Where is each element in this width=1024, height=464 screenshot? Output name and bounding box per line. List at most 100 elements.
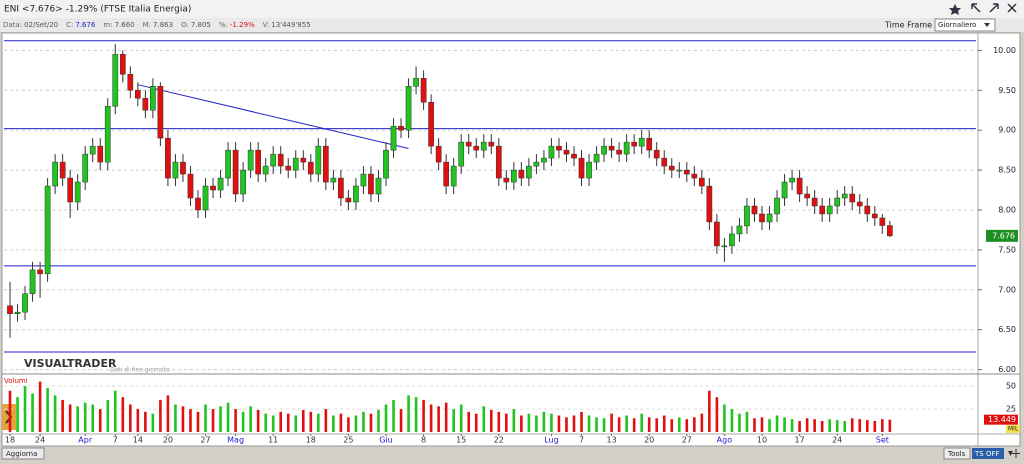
candle-body: [270, 153, 277, 167]
x-tick-label: Apr: [78, 436, 93, 445]
x-tick-label: 20: [163, 436, 173, 445]
dropdown-arrow[interactable]: [1008, 451, 1013, 456]
chart-area: [1, 32, 1021, 447]
volume-bar: [181, 406, 185, 432]
candle-body: [165, 137, 171, 179]
star-icon[interactable]: [949, 4, 961, 15]
volume-bar: [482, 406, 486, 432]
last-price-label: 7.676: [992, 231, 1015, 240]
candle-body: [119, 54, 126, 75]
volume-bar: [738, 413, 741, 432]
candle-body: [646, 137, 653, 151]
volume-bar: [745, 411, 749, 432]
tools-button[interactable]: [943, 447, 971, 460]
volume-bar: [550, 413, 553, 432]
volume-bar: [339, 413, 343, 432]
arrow-icon[interactable]: [971, 3, 981, 13]
candle-body: [338, 177, 344, 199]
volume-bar: [843, 421, 847, 432]
candle-body: [112, 54, 119, 107]
volume-bar: [279, 411, 283, 432]
info-row: Data: 02/Set/20 C: 7.676 m: 7.660 M: 7.863 O: 7.8…: [3, 21, 311, 29]
candle-body: [668, 165, 675, 171]
candle-body: [811, 197, 818, 207]
time-frame-select[interactable]: [934, 18, 996, 32]
candle-body: [563, 149, 570, 155]
dropdown-arrow[interactable]: [984, 23, 990, 27]
tools-label[interactable]: Tools: [947, 450, 966, 458]
candle-body: [420, 78, 427, 103]
x-tick-label: Lug: [544, 436, 558, 445]
volume-bar: [760, 417, 764, 432]
volume-bar: [414, 397, 418, 432]
volume-bar: [399, 409, 403, 432]
ts-label[interactable]: TS OFF: [974, 450, 1000, 458]
candle-body: [736, 225, 743, 235]
candle-body: [262, 165, 269, 175]
candle-body: [789, 177, 795, 183]
volume-bar: [61, 399, 64, 432]
candle-body: [480, 141, 487, 151]
info-value: -1.29%: [230, 21, 255, 29]
volume-title: Volumi: [4, 377, 28, 385]
trend-line: [137, 84, 409, 150]
volume-bar: [23, 386, 27, 432]
volume-bar: [602, 418, 606, 432]
volume-bar: [610, 413, 613, 432]
candle-body: [706, 185, 713, 223]
candle-body: [841, 193, 848, 199]
volume-bar: [444, 402, 448, 432]
candle-body: [134, 90, 141, 99]
candle-body: [721, 245, 728, 248]
info-value: 13'449'855: [271, 21, 310, 29]
candle-body: [413, 78, 419, 87]
candle-body: [390, 125, 397, 151]
volume-bar: [317, 413, 320, 432]
time-frame-value[interactable]: Giornaliero: [938, 21, 976, 29]
volume-bar: [572, 415, 576, 432]
volume-bar: [617, 417, 621, 432]
volume-bar: [271, 415, 275, 432]
candle-body: [683, 169, 690, 175]
candle-body: [37, 269, 43, 275]
x-tick-label: 25: [343, 436, 353, 445]
volume-bar: [497, 411, 501, 432]
ts-button[interactable]: [972, 448, 1004, 459]
candle-body: [300, 157, 307, 163]
y-tick-label: 7.50: [998, 245, 1016, 254]
candle-body: [518, 169, 525, 179]
volume-bar: [700, 413, 704, 432]
volume-bar: [68, 404, 72, 432]
candle-body: [59, 161, 66, 179]
arrow-icon[interactable]: [989, 3, 999, 13]
volume-bar: [362, 411, 365, 432]
candle-body: [465, 141, 472, 147]
candle-body: [871, 213, 878, 219]
candle-body: [172, 161, 179, 179]
candle-body: [653, 149, 660, 159]
candle-body: [247, 149, 254, 171]
update-label[interactable]: Aggiorna: [6, 450, 37, 458]
volume-bar: [332, 415, 335, 432]
pin-icon[interactable]: [1012, 449, 1020, 458]
candle-body: [495, 145, 502, 179]
unit-label: MIL: [1008, 426, 1019, 433]
volume-bar: [775, 415, 779, 432]
candle-body: [217, 177, 224, 191]
volume-bar: [91, 404, 95, 432]
candle-body: [586, 161, 592, 179]
candle-body: [879, 217, 886, 226]
x-tick-label: 27: [200, 436, 210, 445]
update-button[interactable]: [1, 447, 45, 460]
title-bar: [0, 0, 1024, 18]
volume-bar: [211, 409, 215, 432]
volume-bar: [31, 393, 34, 432]
candle-body: [322, 145, 329, 183]
volume-bar: [520, 415, 523, 432]
candle-body: [7, 305, 13, 314]
volume-bar: [174, 404, 177, 432]
window-controls[interactable]: [949, 3, 1017, 15]
close-icon[interactable]: [1007, 3, 1017, 13]
x-tick-label: 8: [421, 436, 426, 445]
info-label: O:: [181, 21, 189, 29]
